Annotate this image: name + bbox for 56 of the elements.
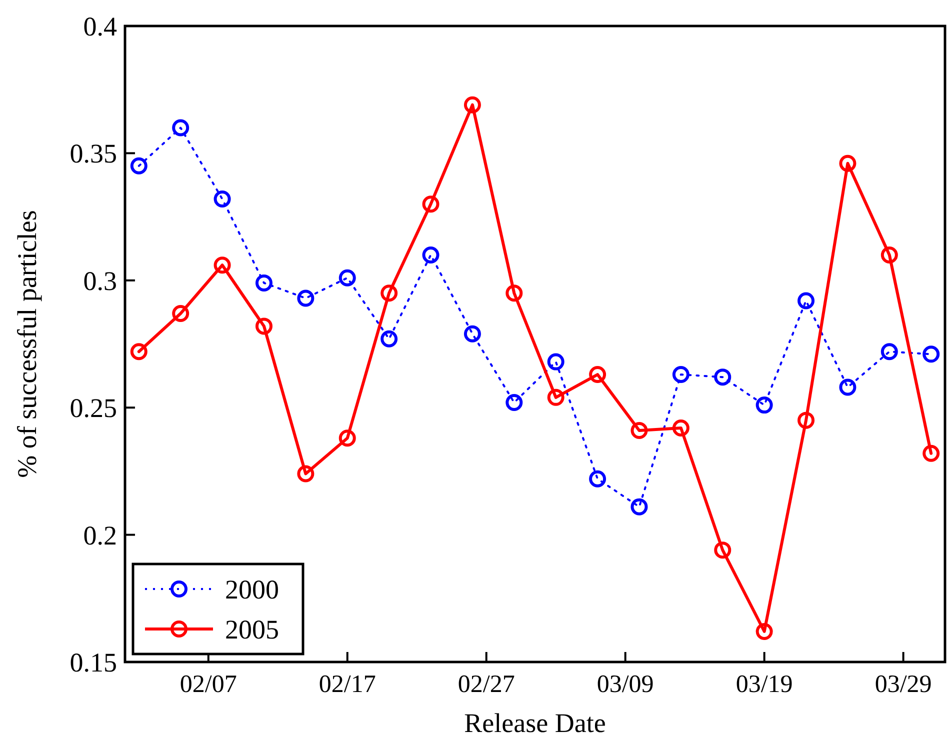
legend-label: 2005 <box>225 614 279 644</box>
point <box>880 343 898 360</box>
point <box>506 394 523 412</box>
x-tick-label: 02/07 <box>180 671 237 698</box>
point <box>714 542 732 559</box>
y-tick-label: 0.4 <box>83 11 118 42</box>
point <box>672 419 690 436</box>
point <box>672 366 690 384</box>
point <box>922 346 940 363</box>
point <box>714 368 732 386</box>
point <box>756 396 773 414</box>
point <box>172 119 190 136</box>
x-tick-label: 03/09 <box>596 671 654 698</box>
y-tick-label: 0.35 <box>70 138 117 169</box>
point <box>839 378 856 396</box>
point <box>172 304 190 322</box>
point <box>922 444 940 462</box>
point <box>255 274 272 292</box>
y-tick-label: 0.3 <box>83 266 117 296</box>
legend-label: 2000 <box>225 574 279 604</box>
x-axis-title: Release Date <box>464 708 606 738</box>
point <box>630 498 648 516</box>
point <box>798 412 815 429</box>
point <box>422 196 440 213</box>
point <box>464 96 481 114</box>
point <box>756 622 773 640</box>
y-tick-label: 0.2 <box>83 520 117 550</box>
point <box>380 330 398 348</box>
point <box>798 292 815 310</box>
point <box>547 388 564 406</box>
point <box>255 318 272 335</box>
point <box>547 353 564 370</box>
point <box>422 246 440 264</box>
x-tick-label: 03/29 <box>874 671 932 698</box>
point <box>589 470 606 488</box>
x-tick-label: 02/27 <box>458 671 515 698</box>
point <box>130 157 148 174</box>
point <box>297 290 314 307</box>
point <box>214 190 231 208</box>
y-axis-title: % of successful particles <box>12 210 42 478</box>
point <box>130 343 148 360</box>
point <box>338 430 356 447</box>
point <box>839 154 856 172</box>
y-tick-label: 0.25 <box>70 393 117 424</box>
point <box>380 284 398 302</box>
point <box>880 246 898 264</box>
point <box>589 366 606 384</box>
point <box>214 256 231 274</box>
point <box>506 284 523 302</box>
x-tick-label: 03/19 <box>736 671 793 698</box>
point <box>297 465 314 482</box>
point <box>338 269 356 286</box>
y-tick-label: 0.15 <box>70 647 117 678</box>
point <box>464 325 481 342</box>
x-tick-label: 02/17 <box>318 671 376 698</box>
point <box>630 422 648 439</box>
